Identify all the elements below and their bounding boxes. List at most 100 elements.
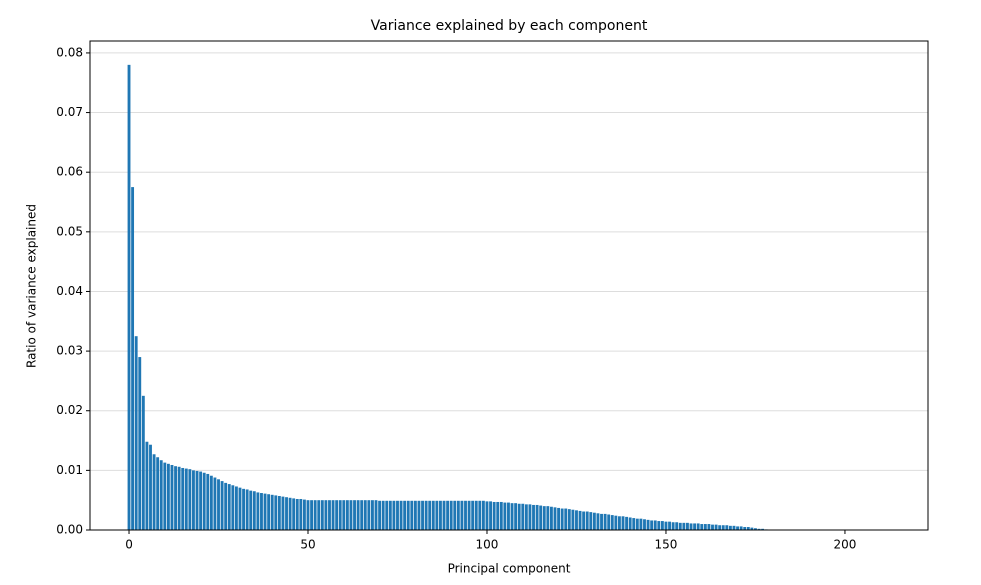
bar <box>646 519 650 530</box>
bar <box>496 501 500 530</box>
bar <box>435 500 439 530</box>
bar <box>141 395 145 530</box>
bar <box>446 500 450 530</box>
bar <box>560 508 564 530</box>
bar <box>353 500 356 530</box>
bar <box>746 527 750 530</box>
bar <box>367 500 371 530</box>
bar <box>542 506 546 530</box>
bar <box>181 467 185 530</box>
bar <box>499 501 503 530</box>
bar <box>464 500 467 530</box>
y-tick-label: 0.03 <box>56 344 83 358</box>
x-axis-label: Principal component <box>448 562 571 576</box>
bar <box>317 500 321 530</box>
bar <box>242 488 245 530</box>
bar <box>671 522 675 530</box>
bar <box>675 522 679 530</box>
bar <box>313 500 317 530</box>
y-tick-label: 0.07 <box>56 105 83 119</box>
bar <box>460 500 464 530</box>
bar <box>689 523 693 530</box>
bar <box>492 501 496 530</box>
bar <box>711 524 714 530</box>
bar <box>413 500 417 530</box>
bar <box>195 470 199 530</box>
bar <box>349 500 353 530</box>
bar <box>754 528 757 530</box>
bar <box>227 484 231 530</box>
bar <box>134 336 138 530</box>
bar <box>378 500 382 530</box>
bar <box>192 470 195 530</box>
bar <box>635 518 639 530</box>
bar <box>166 463 170 530</box>
bar <box>703 524 707 530</box>
bar <box>743 527 747 530</box>
bar <box>356 500 360 530</box>
bar <box>514 503 518 530</box>
bar <box>249 490 253 530</box>
bar <box>263 493 267 530</box>
y-axis-label: Ratio of variance explained <box>25 204 39 368</box>
bar <box>614 515 618 530</box>
bar <box>209 475 213 530</box>
bar <box>238 487 242 530</box>
bar <box>632 518 636 530</box>
bar <box>439 500 442 530</box>
bar <box>618 516 621 530</box>
y-tick-label: 0.08 <box>56 45 83 59</box>
bar <box>431 500 435 530</box>
bar <box>510 503 514 530</box>
bar <box>256 492 260 530</box>
bar <box>657 521 661 530</box>
bar <box>546 506 550 530</box>
bar <box>156 457 160 530</box>
bar <box>274 495 278 530</box>
bar <box>603 513 607 530</box>
bar <box>610 515 614 530</box>
y-tick-label: 0.00 <box>56 523 83 537</box>
bar <box>503 502 507 530</box>
bar <box>335 500 339 530</box>
bar <box>639 518 643 530</box>
bar <box>578 510 582 530</box>
bar <box>678 522 682 530</box>
bar <box>270 494 274 530</box>
bar <box>621 516 625 530</box>
bar <box>381 500 385 530</box>
bar <box>224 482 228 530</box>
bar <box>388 500 392 530</box>
bar <box>625 516 629 530</box>
bar <box>575 510 578 530</box>
bar <box>145 441 149 530</box>
bar <box>567 509 571 530</box>
bar <box>285 497 288 530</box>
bar <box>428 500 432 530</box>
bar <box>345 500 349 530</box>
bar <box>163 462 167 530</box>
bar <box>374 500 378 530</box>
bar <box>718 525 722 530</box>
bar <box>421 500 424 530</box>
bar <box>628 517 632 530</box>
bar <box>310 500 314 530</box>
bar <box>467 500 471 530</box>
bar <box>682 522 686 530</box>
bar <box>739 526 743 530</box>
bar <box>363 500 367 530</box>
y-tick-label: 0.02 <box>56 403 83 417</box>
bar <box>184 468 188 530</box>
bar <box>231 485 235 530</box>
x-tick-label: 100 <box>476 538 499 552</box>
bar <box>693 523 697 530</box>
bar <box>714 524 718 530</box>
bar <box>485 501 489 530</box>
bar <box>424 500 428 530</box>
y-tick-label: 0.05 <box>56 224 83 238</box>
chart-title: Variance explained by each component <box>371 18 648 34</box>
bar <box>507 502 510 530</box>
bar <box>406 500 410 530</box>
bar <box>481 500 485 530</box>
